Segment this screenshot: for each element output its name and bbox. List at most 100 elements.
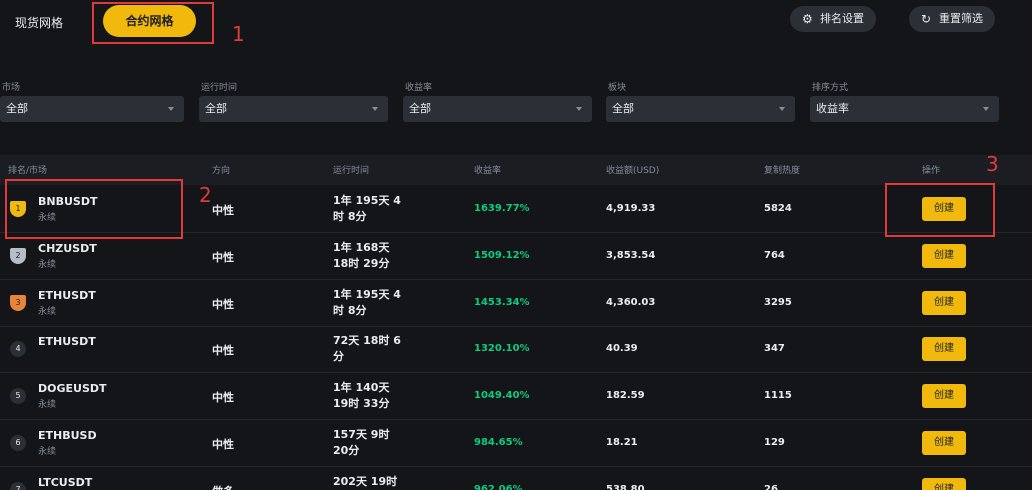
- popularity: 347: [764, 343, 785, 355]
- roi: 984.65%: [474, 437, 523, 448]
- filter-label: 运行时间: [201, 83, 238, 93]
- caret: [168, 107, 174, 114]
- annotation-box: [92, 2, 214, 44]
- filter-select[interactable]: 全部: [403, 96, 592, 122]
- create-button[interactable]: 创建: [922, 431, 966, 455]
- caret: [779, 107, 785, 114]
- icon: ↻: [921, 12, 932, 26]
- runtime: 157天 9时 20分: [333, 428, 390, 457]
- button[interactable]: 排名设置 ⚙: [790, 6, 876, 32]
- rank-badge: 7: [10, 481, 26, 490]
- roi: 1049.40%: [474, 390, 530, 402]
- roi: 1509.12%: [474, 249, 530, 261]
- roi: 1639.77%: [474, 203, 530, 214]
- column-header: 操作: [922, 166, 941, 176]
- filter-label: 收益率: [405, 83, 433, 93]
- row-divider: [0, 466, 1032, 467]
- runtime: 1年 195天 4时 8分: [333, 287, 401, 317]
- popularity: 3295: [764, 296, 792, 308]
- direction: 中性: [212, 250, 234, 264]
- pnl: 3,853.54: [606, 249, 656, 261]
- popularity: 5824: [764, 203, 792, 214]
- roi: 1453.34%: [474, 296, 530, 308]
- column-header: 排名/市场: [8, 166, 48, 176]
- pnl: 4,360.03: [606, 296, 656, 308]
- contract-type: 永续: [38, 213, 57, 223]
- annotation-number: 1: [232, 22, 245, 46]
- rank-badge: 3: [10, 294, 26, 311]
- runtime: 1年 168天 18时 29分: [333, 240, 390, 270]
- column-header: 收益率: [474, 166, 502, 176]
- symbol: DOGEUSDT: [38, 382, 107, 396]
- annotation-box: [5, 179, 183, 239]
- runtime: 1年 140天 19时 33分: [333, 381, 390, 411]
- create-button[interactable]: 创建: [922, 477, 966, 490]
- row-divider: [0, 372, 1032, 374]
- create-button[interactable]: 创建: [922, 243, 966, 268]
- contract-type: 永续: [38, 306, 57, 317]
- filter-select[interactable]: 全部: [0, 96, 184, 122]
- symbol: LTCUSDT: [38, 475, 93, 489]
- pnl: 40.39: [606, 343, 638, 355]
- runtime: 72天 18时 6分: [333, 334, 401, 364]
- create-button[interactable]: 创建: [922, 337, 966, 362]
- popularity: 1115: [764, 390, 792, 402]
- tab[interactable]: 现货网格: [15, 16, 64, 30]
- pnl: 538.80: [606, 483, 645, 490]
- runtime: 202天 19时: [333, 474, 398, 488]
- filter-label: 排序方式: [812, 83, 849, 93]
- popularity: 26: [764, 483, 778, 490]
- pnl: 182.59: [606, 390, 645, 402]
- button[interactable]: 重置筛选 ↻: [909, 6, 995, 32]
- row-divider: [0, 325, 1032, 327]
- filter-select[interactable]: 全部: [606, 96, 795, 122]
- filter-select[interactable]: 全部: [199, 96, 388, 122]
- annotation-number: 3: [986, 152, 999, 176]
- popularity: 129: [764, 437, 785, 448]
- pnl: 4,919.33: [606, 203, 656, 214]
- column-header: 方向: [212, 166, 231, 176]
- contract-type: 永续: [38, 400, 57, 411]
- row-divider: [0, 278, 1032, 280]
- row-divider: [0, 232, 1032, 233]
- caret: [372, 107, 378, 114]
- annotation-number: 2: [199, 183, 212, 207]
- rank-badge: 2: [10, 247, 26, 264]
- caret: [983, 107, 989, 114]
- row-divider: [0, 419, 1032, 421]
- filter-label: 市场: [2, 83, 21, 93]
- runtime: 1年 195天 4时 8分: [333, 194, 401, 223]
- column-header: 收益额(USD): [606, 166, 660, 176]
- direction: 中性: [212, 204, 234, 217]
- symbol: BNBUSDT: [38, 195, 98, 208]
- caret: [576, 107, 582, 114]
- direction: 中性: [212, 344, 234, 358]
- pnl: 18.21: [606, 437, 638, 448]
- create-button[interactable]: 创建: [922, 197, 966, 221]
- contract-type: 永续: [38, 259, 57, 270]
- direction: 做多: [212, 483, 234, 490]
- annotation-box: [885, 183, 995, 237]
- rank-badge: 1: [10, 201, 26, 217]
- tab-active[interactable]: 合约网格: [103, 5, 196, 37]
- column-header: 运行时间: [333, 166, 370, 176]
- rank-badge: 5: [10, 388, 26, 405]
- create-button[interactable]: 创建: [922, 384, 966, 409]
- filter-label: 板块: [608, 83, 627, 93]
- symbol: ETHUSDT: [38, 288, 96, 302]
- direction: 中性: [212, 391, 234, 405]
- contract-type: 永续: [38, 447, 57, 457]
- create-button[interactable]: 创建: [922, 290, 966, 315]
- rank-badge: 6: [10, 435, 26, 451]
- roi: 1320.10%: [474, 343, 530, 355]
- roi: 962.06%: [474, 483, 523, 490]
- column-header: 复制热度: [764, 166, 801, 176]
- filter-select[interactable]: 收益率: [810, 96, 999, 122]
- direction: 中性: [212, 438, 234, 451]
- symbol: ETHBUSD: [38, 429, 97, 442]
- symbol: ETHUSDT: [38, 335, 96, 349]
- popularity: 764: [764, 249, 785, 261]
- icon: ⚙: [802, 12, 813, 26]
- symbol: CHZUSDT: [38, 241, 97, 255]
